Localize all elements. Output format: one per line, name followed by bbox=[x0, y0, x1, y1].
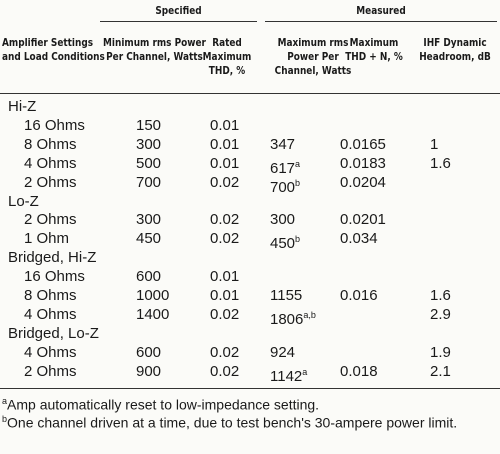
table-cell: 0.016 bbox=[340, 287, 378, 304]
section-label: Lo-Z bbox=[8, 192, 39, 210]
table-cell: 700 bbox=[136, 173, 162, 191]
table-cell: 1000 bbox=[136, 287, 170, 304]
footnote-mark: b bbox=[2, 414, 8, 424]
group-header: Specified bbox=[155, 5, 202, 17]
column-header: IHF Dynamic Headroom, dB bbox=[419, 37, 491, 63]
table-cell: 0.02 bbox=[210, 305, 240, 323]
table-cell: 600 bbox=[136, 268, 162, 286]
table-cell: 0.01 bbox=[210, 116, 240, 134]
row-label: 4 Ohms bbox=[24, 305, 77, 323]
table-cell: 617a bbox=[270, 158, 301, 177]
column-header: Rated Maximum THD, % bbox=[202, 37, 252, 77]
table-cell: 600 bbox=[136, 343, 162, 361]
table-cell: 500 bbox=[136, 154, 162, 172]
table-cell: 0.02 bbox=[210, 173, 240, 191]
row-label: 16 Ohms bbox=[24, 268, 85, 286]
table-cell: 1.6 bbox=[430, 154, 451, 172]
column-header: Minimum rms Power Per Channel, Watts bbox=[103, 37, 206, 63]
footnote-mark: a bbox=[295, 158, 301, 169]
table-cell: 450 bbox=[136, 230, 162, 248]
table-cell: 300 bbox=[136, 135, 162, 153]
row-label: 1 Ohm bbox=[24, 230, 70, 248]
row-label: 2 Ohms bbox=[24, 211, 77, 229]
table-cell: 1400 bbox=[136, 305, 170, 323]
table-cell: 1.6 bbox=[430, 287, 451, 304]
row-label: 16 Ohms bbox=[24, 116, 85, 134]
table-cell: 924 bbox=[270, 343, 296, 361]
table-cell: 1142a bbox=[270, 366, 308, 385]
footnote: aAmp automatically reset to low-impedanc… bbox=[2, 392, 498, 414]
table-cell: 1155 bbox=[270, 287, 303, 304]
column-header: Maximum THD + N, % bbox=[345, 37, 403, 63]
section-label: Hi-Z bbox=[8, 98, 37, 115]
row-label: 2 Ohms bbox=[24, 362, 77, 380]
table-cell: 0.02 bbox=[210, 362, 240, 380]
table-cell: 450b bbox=[270, 234, 301, 253]
table-cell: 0.01 bbox=[210, 135, 240, 153]
row-label: 4 Ohms bbox=[24, 154, 77, 172]
row-label: 8 Ohms bbox=[24, 287, 77, 304]
table-cell: 300 bbox=[136, 211, 162, 229]
footnote-mark: a,b bbox=[303, 309, 316, 320]
table-cell: 0.02 bbox=[210, 230, 240, 248]
section-label: Bridged, Hi-Z bbox=[8, 249, 97, 267]
table-cell: 300 bbox=[270, 211, 296, 229]
table-cell: 700b bbox=[270, 177, 301, 196]
table-cell: 900 bbox=[136, 362, 162, 380]
table-cell: 1.9 bbox=[430, 343, 451, 361]
table-cell: 0.02 bbox=[210, 343, 240, 361]
bottom-rule bbox=[0, 388, 500, 389]
table-cell: 0.0201 bbox=[340, 211, 386, 229]
table-cell: 0.0165 bbox=[340, 135, 386, 153]
section-label: Bridged, Lo-Z bbox=[8, 324, 99, 342]
row-label: 2 Ohms bbox=[24, 173, 77, 191]
footnote-text: Amp automatically reset to low-impedance… bbox=[7, 396, 320, 413]
footnote-mark: b bbox=[295, 234, 301, 245]
group-rule bbox=[265, 21, 497, 22]
table-cell: 0.01 bbox=[210, 154, 240, 172]
table-cell: 0.0204 bbox=[340, 173, 386, 191]
table-cell: 0.02 bbox=[210, 211, 240, 229]
footnote: bOne channel driven at a time, due to te… bbox=[2, 410, 498, 432]
table-cell: 0.01 bbox=[210, 268, 240, 286]
table-cell: 1 bbox=[430, 135, 439, 153]
table-cell: 0.034 bbox=[340, 230, 378, 248]
table-cell: 347 bbox=[270, 135, 296, 153]
column-header: Amplifier Settings and Load Conditions bbox=[2, 37, 105, 63]
table-cell: 2.9 bbox=[430, 305, 451, 323]
table-cell: 0.0183 bbox=[340, 154, 386, 172]
table-cell: 1806a,b bbox=[270, 309, 316, 328]
header-rule bbox=[0, 93, 500, 94]
table-cell: 150 bbox=[136, 116, 162, 134]
table-cell: 0.01 bbox=[210, 287, 240, 304]
footnote-mark: b bbox=[295, 177, 301, 188]
group-rule bbox=[100, 21, 257, 22]
footnote-text: One channel driven at a time, due to tes… bbox=[7, 414, 458, 431]
group-header: Measured bbox=[356, 5, 406, 17]
table-cell: 0.018 bbox=[340, 362, 378, 380]
row-label: 8 Ohms bbox=[24, 135, 77, 153]
footnote-mark: a bbox=[302, 366, 308, 377]
row-label: 4 Ohms bbox=[24, 343, 77, 361]
table-cell: 2.1 bbox=[430, 362, 451, 380]
footnote-mark: a bbox=[2, 396, 8, 406]
column-header: Maximum rms Power Per Channel, Watts bbox=[274, 37, 352, 77]
